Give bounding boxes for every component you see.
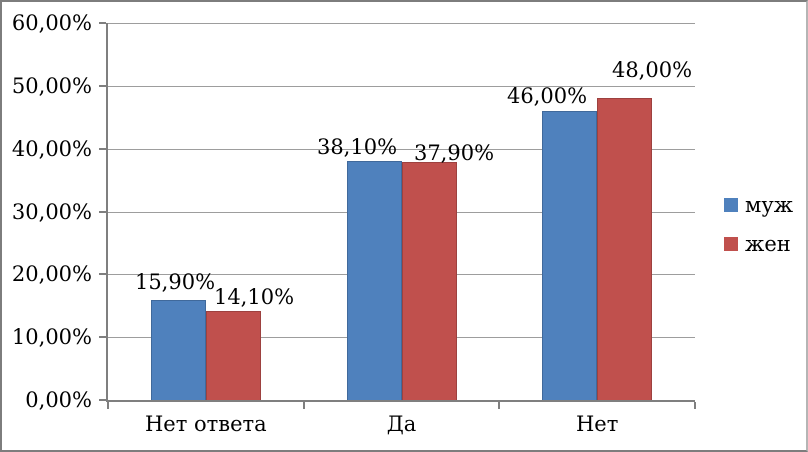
y-axis-tick-label: 60,00% — [11, 11, 92, 35]
y-axis-tick-label: 50,00% — [11, 73, 92, 98]
y-axis-tick — [99, 210, 106, 213]
y-axis-tick — [99, 22, 106, 24]
y-axis-tick-label: 40,00% — [11, 136, 92, 161]
x-axis-tick — [107, 402, 109, 409]
legend-item: муж — [724, 192, 793, 218]
legend-swatch-icon — [724, 198, 738, 212]
y-axis-tick-label: 0,00% — [25, 388, 92, 412]
legend-label: жен — [745, 232, 791, 256]
y-axis-tick-label: 10,00% — [11, 325, 92, 350]
data-label: 48,00% — [611, 58, 693, 82]
y-axis-tick — [99, 399, 106, 401]
data-label: 14,10% — [213, 285, 295, 309]
y-axis-tick — [99, 147, 106, 150]
x-axis-tick — [498, 402, 501, 409]
legend-label: муж — [745, 193, 794, 217]
bar-series-2 — [597, 98, 653, 400]
data-label: 38,10% — [316, 135, 398, 159]
y-axis-tick — [99, 273, 106, 276]
data-label: 46,00% — [506, 84, 588, 108]
x-axis-category-label: Да — [386, 412, 417, 436]
x-axis-category-label: Нет ответа — [144, 412, 267, 436]
y-axis-tick — [99, 84, 106, 87]
x-axis-tick — [694, 402, 696, 409]
y-axis-tick-label: 20,00% — [11, 262, 92, 287]
plot-area — [99, 22, 696, 409]
bar-series-1 — [150, 300, 206, 400]
data-label: 37,90% — [413, 141, 495, 165]
x-axis-category-label: Нет — [575, 412, 619, 436]
y-axis-tick-label: 30,00% — [11, 199, 92, 224]
bar-series-1 — [542, 110, 598, 400]
bar-series-1 — [346, 160, 402, 400]
y-axis-tick — [99, 336, 106, 339]
gridline — [108, 148, 695, 150]
legend-item: жен — [724, 231, 793, 257]
legend: муж жен — [724, 192, 793, 270]
gridline — [108, 23, 695, 24]
legend-swatch-icon — [724, 237, 738, 251]
x-axis-tick — [302, 402, 305, 409]
gridline — [108, 85, 695, 87]
bar-series-2 — [205, 311, 261, 400]
data-label: 15,90% — [134, 270, 216, 294]
bar-series-2 — [401, 161, 457, 400]
